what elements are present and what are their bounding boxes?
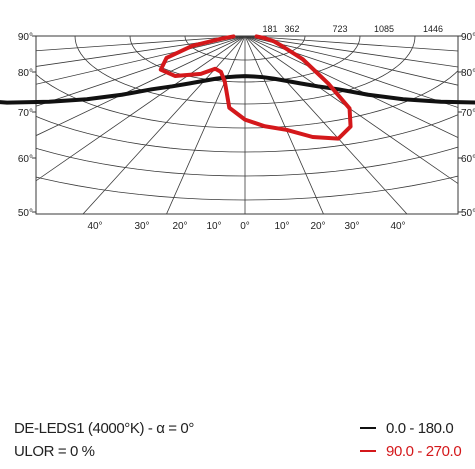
series-line-0 — [0, 74, 475, 105]
angle-label-bottom: 30° — [134, 221, 149, 232]
angle-label-left: 80° — [18, 68, 33, 79]
grid-ring — [36, 146, 458, 177]
grid-ring — [129, 36, 361, 83]
ulor-value: ULOR = 0 % — [14, 443, 95, 460]
plot-frame — [35, 35, 459, 215]
angle-label-bottom: 40° — [87, 221, 102, 232]
grid-spoke — [244, 36, 458, 86]
radial-scale-label: 723 — [332, 24, 347, 34]
angle-label-bottom: 0° — [240, 221, 250, 232]
intensity-curves — [0, 34, 475, 141]
grid-spoke — [36, 36, 246, 107]
grid-spoke — [244, 36, 458, 108]
series-line-1 — [158, 34, 353, 141]
grid-spoke — [244, 36, 408, 214]
grid-ring — [36, 175, 458, 201]
legend-swatch-0 — [360, 427, 376, 430]
angle-label-right: 80° — [461, 68, 475, 79]
grid-ring — [36, 114, 458, 153]
grid-spoke — [36, 36, 246, 85]
grid-ring — [36, 70, 458, 129]
grid-ring — [74, 36, 416, 105]
angle-label-right: 70° — [461, 108, 475, 119]
radial-scale-label: 362 — [284, 24, 299, 34]
angle-label-bottom: 10° — [206, 221, 221, 232]
angle-label-left: 50° — [18, 208, 33, 219]
angle-label-left: 90° — [18, 32, 33, 43]
luminaire-annotation: DE-LEDS1 (4000°K) - α = 0° — [14, 420, 194, 437]
radial-scale-label: 1085 — [374, 24, 394, 34]
grid-spoke — [36, 36, 246, 137]
angle-label-right: 90° — [461, 32, 475, 43]
radial-scale-label: 1446 — [423, 24, 443, 34]
angle-label-left: 70° — [18, 108, 33, 119]
grid-spoke — [36, 36, 246, 52]
angle-label-bottom: 10° — [274, 221, 289, 232]
grid-spoke — [244, 36, 458, 52]
legend-label-0: 0.0 - 180.0 — [386, 420, 454, 437]
axis-labels: 181 362 723 1085 1446 90° 80° 70° 60° 50° 90° 80° 70… — [18, 24, 475, 232]
angle-label-bottom: 20° — [310, 221, 325, 232]
legend-swatch-1 — [360, 450, 376, 453]
legend-label-1: 90.0 - 270.0 — [386, 443, 462, 460]
angle-label-right: 60° — [461, 154, 475, 165]
angle-label-bottom: 20° — [172, 221, 187, 232]
angle-label-left: 60° — [18, 154, 33, 165]
angle-label-bottom: 40° — [390, 221, 405, 232]
angle-label-right: 50° — [461, 208, 475, 219]
grid-spoke — [244, 36, 458, 185]
grid-spoke — [244, 36, 458, 68]
grid-spoke — [244, 36, 458, 138]
radial-scale-label: 181 — [262, 24, 277, 34]
angle-label-bottom: 30° — [344, 221, 359, 232]
grid-spoke — [36, 36, 246, 67]
grid-ring — [184, 36, 306, 61]
legend-entry-1: 90.0 - 270.0 — [360, 443, 462, 460]
legend-entry-0: 0.0 - 180.0 — [360, 420, 454, 437]
